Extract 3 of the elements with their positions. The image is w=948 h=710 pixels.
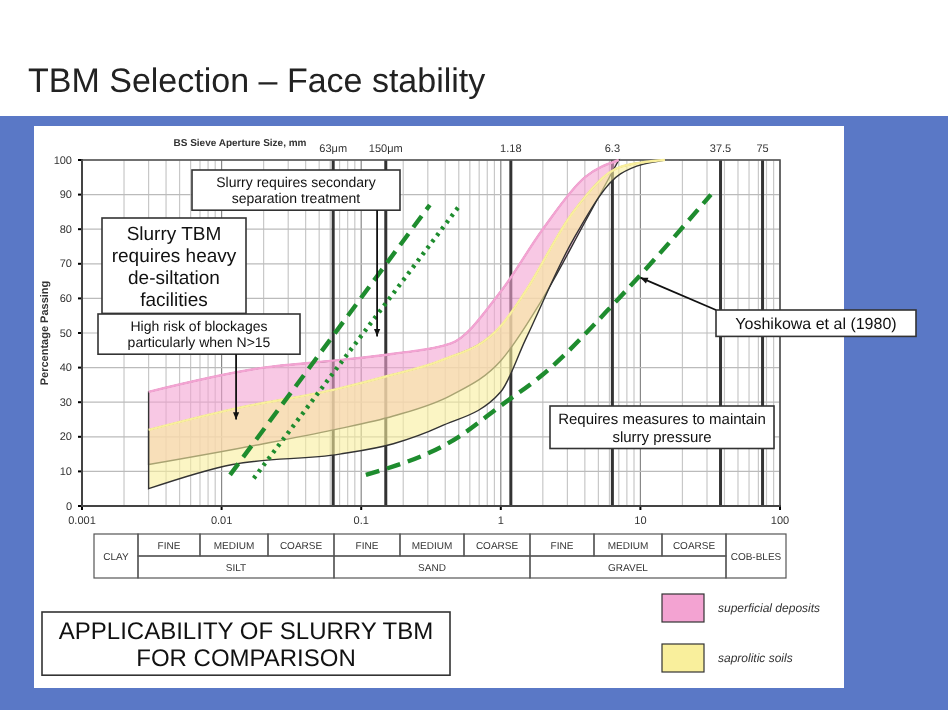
chart-title: TBM Selection – Face stability xyxy=(28,62,487,100)
text: APPLICABILITY OF SLURRY TBM FOR COMPARISON xyxy=(58,616,434,673)
annotation: Yoshikowa et al (1980) xyxy=(735,315,898,334)
